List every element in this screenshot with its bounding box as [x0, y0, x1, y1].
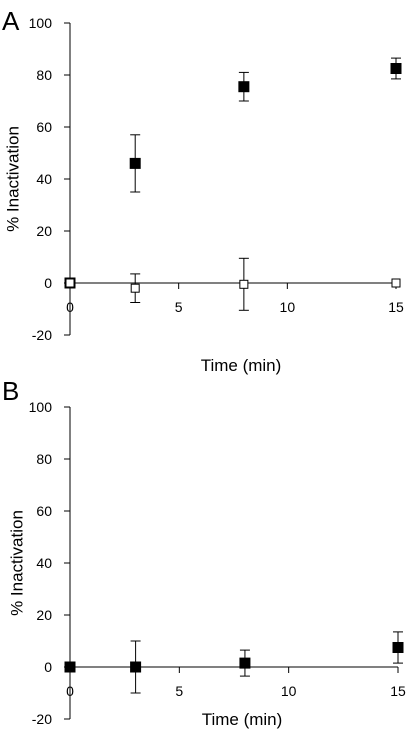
- data-point-open: [65, 278, 75, 288]
- data-point-open: [130, 283, 140, 293]
- y-tick-label: 20: [36, 607, 52, 623]
- data-point-filled: [238, 81, 250, 93]
- data-point-filled: [130, 661, 142, 673]
- x-tick-label: 10: [281, 683, 297, 699]
- y-tick-label: -20: [32, 711, 52, 727]
- x-tick-label: 5: [175, 299, 183, 315]
- y-tick-label: 40: [36, 171, 52, 187]
- x-tick-label: 10: [280, 299, 296, 315]
- series-1: [64, 631, 404, 694]
- x-tick-label: 15: [388, 299, 404, 315]
- data-point-filled: [390, 63, 402, 74]
- y-tick-label: 80: [36, 451, 52, 467]
- y-tick-label: 40: [36, 555, 52, 571]
- x-tick-label: 5: [175, 683, 183, 699]
- data-point-filled: [392, 642, 404, 653]
- data-point-open: [391, 278, 401, 288]
- y-tick-label: 100: [29, 15, 53, 31]
- chart-panel-a: A -20 0 20 40 60 80 100 0 5 10 15 Time (min) % Inacti…: [2, 6, 404, 375]
- series-2: [65, 257, 401, 311]
- x-tick-label: 15: [390, 683, 406, 699]
- y-axis-title: % Inactivation: [3, 126, 22, 232]
- y-tick-label: -20: [32, 327, 52, 343]
- y-tick-label: 0: [44, 275, 52, 291]
- y-tick-label: 60: [36, 503, 52, 519]
- x-tick-label: 0: [66, 299, 74, 315]
- y-tick-label: 100: [29, 399, 53, 415]
- x-axis-title: Time (min): [201, 356, 282, 375]
- panel-label: B: [2, 376, 19, 406]
- y-axis-title: % Inactivation: [7, 510, 26, 616]
- x-axis-title: Time (min): [202, 710, 283, 729]
- data-point-filled: [129, 157, 141, 169]
- panel-label: A: [2, 6, 20, 36]
- data-point-filled: [64, 661, 76, 673]
- y-tick-label: 60: [36, 119, 52, 135]
- data-point-filled: [239, 657, 251, 669]
- data-point-open: [239, 279, 249, 289]
- y-tick-label: 0: [44, 659, 52, 675]
- y-tick-label: 20: [36, 223, 52, 239]
- series-1: [64, 57, 402, 289]
- chart-panel-b: B -20 0 20 40 60 80 100 0 5 10 15 Time (min) % Inacti…: [2, 376, 406, 729]
- y-tick-label: 80: [36, 67, 52, 83]
- x-tick-label: 0: [66, 683, 74, 699]
